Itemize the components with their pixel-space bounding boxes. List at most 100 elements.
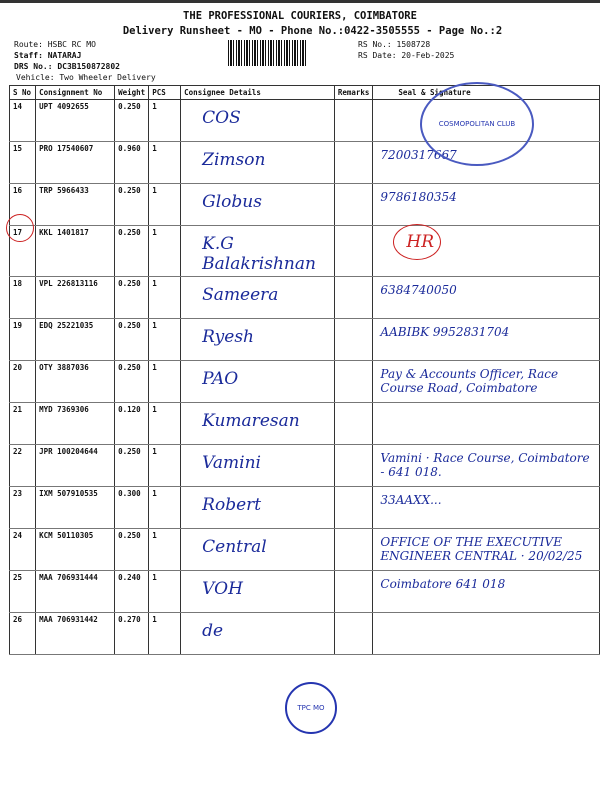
cell-weight: 0.250 bbox=[114, 528, 150, 571]
handwritten-signature: Vamini · Race Course, Coimbatore - 641 0… bbox=[380, 451, 590, 479]
cell-weight: 0.250 bbox=[114, 183, 150, 226]
cell-consignee: Zimson bbox=[180, 141, 335, 184]
cell-weight: 0.120 bbox=[114, 402, 150, 445]
handwritten-signature: 33AAXX... bbox=[380, 493, 442, 507]
cell-seal-signature: AABIBK 9952831704 bbox=[372, 318, 600, 361]
cell-consignee: Central bbox=[180, 528, 335, 571]
red-circle-hr bbox=[393, 224, 441, 260]
handwritten-consignee: Kumaresan bbox=[202, 411, 300, 431]
handwritten-signature: 6384740050 bbox=[380, 283, 457, 297]
table-row: 16 TRP 5966433 0.250 1 Globus 9786180354 bbox=[8, 183, 600, 226]
handwritten-signature: AABIBK 9952831704 bbox=[380, 325, 510, 339]
cell-consignee: Globus bbox=[180, 183, 335, 226]
cell-pcs: 1 bbox=[148, 486, 182, 529]
drs-number: DRS No.: DC3B150872802 bbox=[14, 62, 120, 71]
cell-remarks bbox=[333, 225, 374, 277]
cell-consignment: MAA 706931444 bbox=[35, 570, 116, 613]
cell-pcs: 1 bbox=[148, 99, 182, 142]
cell-pcs: 1 bbox=[148, 183, 182, 226]
table-row: 26 MAA 706931442 0.270 1 de bbox=[8, 612, 600, 655]
cell-seal-signature bbox=[372, 612, 600, 655]
cell-seal-signature: Vamini · Race Course, Coimbatore - 641 0… bbox=[372, 444, 600, 487]
cell-pcs: 1 bbox=[148, 444, 182, 487]
club-stamp: COSMOPOLITAN CLUB bbox=[420, 82, 534, 166]
cell-remarks bbox=[333, 402, 374, 445]
table-row: 14 UPT 4092655 0.250 1 COS bbox=[8, 99, 600, 142]
cell-consignee: Ryesh bbox=[180, 318, 335, 361]
handwritten-consignee: COS bbox=[202, 108, 241, 128]
col-remarks: Remarks bbox=[333, 85, 374, 100]
cell-seal-signature: OFFICE OF THE EXECUTIVE ENGINEER CENTRAL… bbox=[372, 528, 600, 571]
cell-consignee: de bbox=[180, 612, 335, 655]
cell-sno: 19 bbox=[8, 318, 37, 361]
cell-remarks bbox=[333, 276, 374, 319]
cell-sno: 21 bbox=[8, 402, 37, 445]
cell-consignment: KKL 1401817 bbox=[35, 225, 116, 277]
cell-remarks bbox=[333, 360, 374, 403]
red-circle-mark bbox=[6, 214, 34, 242]
club-stamp-text: COSMOPOLITAN CLUB bbox=[438, 120, 516, 128]
cell-pcs: 1 bbox=[148, 612, 182, 655]
table-row: 20 OTY 3887036 0.250 1 PAO Pay & Accounts Off… bbox=[8, 360, 600, 403]
cell-pcs: 1 bbox=[148, 276, 182, 319]
table-row: 23 IXM 507910535 0.300 1 Robert 33AAXX... bbox=[8, 486, 600, 529]
cell-sno: 26 bbox=[8, 612, 37, 655]
table-row: 19 EDQ 25221035 0.250 1 Ryesh AABIBK 99528317… bbox=[8, 318, 600, 361]
cell-pcs: 1 bbox=[148, 528, 182, 571]
cell-consignee: VOH bbox=[180, 570, 335, 613]
table-row: 24 KCM 50110305 0.250 1 Central OFFICE OF THE… bbox=[8, 528, 600, 571]
cell-consignee: K.G Balakrishnan bbox=[180, 225, 335, 277]
col-pcs: PCS bbox=[148, 85, 182, 100]
rs-date: RS Date: 20-Feb-2025 bbox=[358, 51, 455, 60]
cell-remarks bbox=[333, 486, 374, 529]
cell-sno: 23 bbox=[8, 486, 37, 529]
table-row: 17 KKL 1401817 0.250 1 K.G Balakrishnan HR bbox=[8, 225, 600, 277]
cell-sno: 24 bbox=[8, 528, 37, 571]
cell-consignee: Robert bbox=[180, 486, 335, 529]
cell-pcs: 1 bbox=[148, 402, 182, 445]
cell-sno: 20 bbox=[8, 360, 37, 403]
cell-seal-signature: Coimbatore 641 018 bbox=[372, 570, 600, 613]
cell-weight: 0.250 bbox=[114, 444, 150, 487]
runsheet-table: S No Consignment No Weight PCS Consignee… bbox=[8, 85, 600, 655]
document-title: THE PROFESSIONAL COURIERS, COIMBATORE bbox=[183, 10, 417, 22]
route: Route: HSBC RC MO bbox=[14, 40, 96, 49]
cell-consignment: KCM 50110305 bbox=[35, 528, 116, 571]
cell-sno: 22 bbox=[8, 444, 37, 487]
barcode bbox=[228, 40, 308, 66]
cell-consignment: OTY 3887036 bbox=[35, 360, 116, 403]
cell-pcs: 1 bbox=[148, 570, 182, 613]
handwritten-consignee: PAO bbox=[202, 369, 239, 389]
handwritten-consignee: Robert bbox=[202, 495, 262, 515]
cell-sno: 15 bbox=[8, 141, 37, 184]
handwritten-signature: Coimbatore 641 018 bbox=[380, 577, 506, 591]
cell-weight: 0.250 bbox=[114, 360, 150, 403]
scan-edge bbox=[0, 0, 600, 3]
cell-consignment: TRP 5966433 bbox=[35, 183, 116, 226]
cell-remarks bbox=[333, 99, 374, 142]
cell-weight: 0.250 bbox=[114, 276, 150, 319]
cell-consignment: IXM 507910535 bbox=[35, 486, 116, 529]
cell-seal-signature: Pay & Accounts Officer, Race Course Road… bbox=[372, 360, 600, 403]
handwritten-signature: Pay & Accounts Officer, Race Course Road… bbox=[380, 367, 559, 395]
cell-consignee: Kumaresan bbox=[180, 402, 335, 445]
cell-pcs: 1 bbox=[148, 225, 182, 277]
cell-weight: 0.250 bbox=[114, 225, 150, 277]
handwritten-signature: 9786180354 bbox=[380, 190, 457, 204]
cell-sno: 14 bbox=[8, 99, 37, 142]
cell-consignment: EDQ 25221035 bbox=[35, 318, 116, 361]
cell-consignee: PAO bbox=[180, 360, 335, 403]
cell-pcs: 1 bbox=[148, 141, 182, 184]
cell-consignment: VPL 226813116 bbox=[35, 276, 116, 319]
cell-weight: 0.300 bbox=[114, 486, 150, 529]
handwritten-consignee: de bbox=[202, 621, 224, 641]
cell-consignee: Sameera bbox=[180, 276, 335, 319]
cell-seal-signature bbox=[372, 402, 600, 445]
cell-weight: 0.250 bbox=[114, 99, 150, 142]
handwritten-consignee: Ryesh bbox=[202, 327, 254, 347]
table-row: 25 MAA 706931444 0.240 1 VOH Coimbatore 641 0… bbox=[8, 570, 600, 613]
cell-pcs: 1 bbox=[148, 360, 182, 403]
cell-sno: 18 bbox=[8, 276, 37, 319]
handwritten-signature: OFFICE OF THE EXECUTIVE ENGINEER CENTRAL… bbox=[380, 535, 583, 563]
handwritten-consignee: K.G Balakrishnan bbox=[202, 234, 316, 274]
